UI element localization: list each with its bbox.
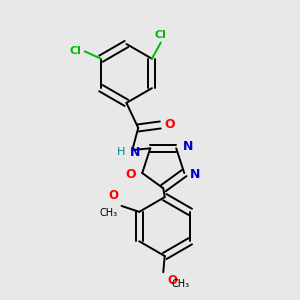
Text: CH₃: CH₃ (99, 208, 117, 218)
Text: O: O (126, 168, 136, 181)
Text: O: O (108, 189, 118, 202)
Text: N: N (183, 140, 193, 153)
Text: O: O (168, 274, 178, 287)
Text: O: O (165, 118, 175, 131)
Text: Cl: Cl (70, 46, 82, 56)
Text: Cl: Cl (155, 30, 167, 40)
Text: N: N (190, 168, 200, 181)
Text: N: N (130, 146, 140, 159)
Text: H: H (117, 147, 125, 158)
Text: CH₃: CH₃ (172, 279, 190, 289)
